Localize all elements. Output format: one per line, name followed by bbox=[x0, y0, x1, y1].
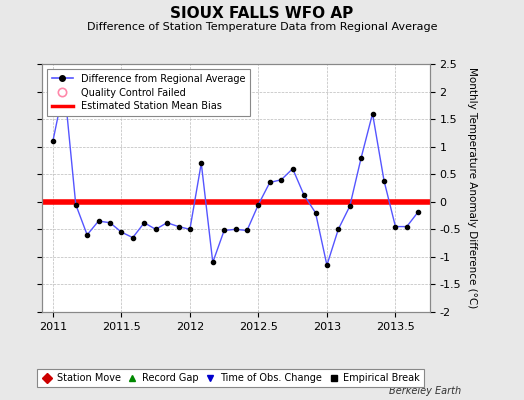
Y-axis label: Monthly Temperature Anomaly Difference (°C): Monthly Temperature Anomaly Difference (… bbox=[466, 67, 477, 309]
Text: SIOUX FALLS WFO AP: SIOUX FALLS WFO AP bbox=[170, 6, 354, 21]
Legend: Difference from Regional Average, Quality Control Failed, Estimated Station Mean: Difference from Regional Average, Qualit… bbox=[47, 69, 250, 116]
Text: Difference of Station Temperature Data from Regional Average: Difference of Station Temperature Data f… bbox=[87, 22, 437, 32]
Legend: Station Move, Record Gap, Time of Obs. Change, Empirical Break: Station Move, Record Gap, Time of Obs. C… bbox=[37, 369, 424, 387]
Text: Berkeley Earth: Berkeley Earth bbox=[389, 386, 461, 396]
